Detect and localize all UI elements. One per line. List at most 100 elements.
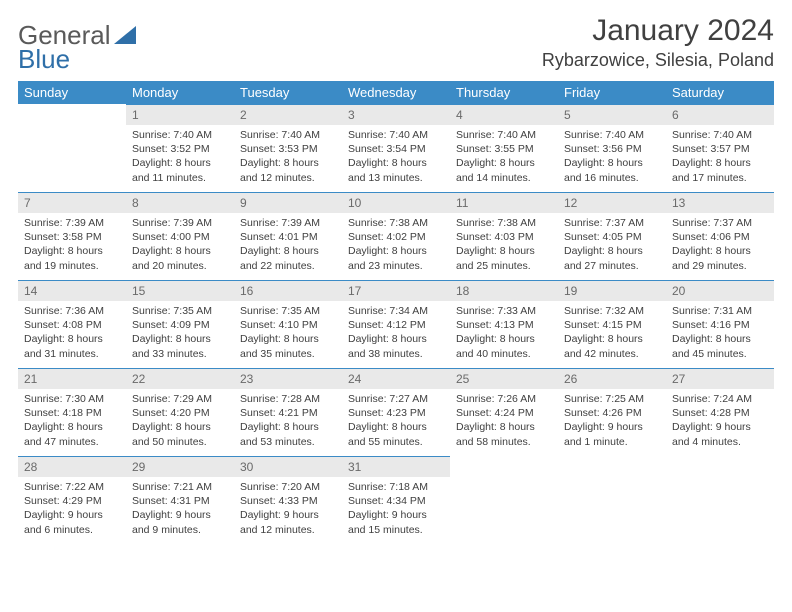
- calendar-day-cell: 29Sunrise: 7:21 AMSunset: 4:31 PMDayligh…: [126, 456, 234, 544]
- calendar-day-cell: 24Sunrise: 7:27 AMSunset: 4:23 PMDayligh…: [342, 368, 450, 456]
- weekday-header: Thursday: [450, 81, 558, 104]
- day-details: Sunrise: 7:40 AMSunset: 3:56 PMDaylight:…: [558, 125, 666, 191]
- calendar-day-cell: 19Sunrise: 7:32 AMSunset: 4:15 PMDayligh…: [558, 280, 666, 368]
- day-details: Sunrise: 7:24 AMSunset: 4:28 PMDaylight:…: [666, 389, 774, 455]
- day-number: 6: [666, 104, 774, 125]
- calendar-day-cell: 20Sunrise: 7:31 AMSunset: 4:16 PMDayligh…: [666, 280, 774, 368]
- day-number: 20: [666, 280, 774, 301]
- weekday-header: Monday: [126, 81, 234, 104]
- day-details: Sunrise: 7:40 AMSunset: 3:52 PMDaylight:…: [126, 125, 234, 191]
- day-details: Sunrise: 7:37 AMSunset: 4:06 PMDaylight:…: [666, 213, 774, 279]
- day-number: 14: [18, 280, 126, 301]
- day-number: 2: [234, 104, 342, 125]
- day-details: Sunrise: 7:40 AMSunset: 3:53 PMDaylight:…: [234, 125, 342, 191]
- calendar-day-cell: 9Sunrise: 7:39 AMSunset: 4:01 PMDaylight…: [234, 192, 342, 280]
- day-details: Sunrise: 7:21 AMSunset: 4:31 PMDaylight:…: [126, 477, 234, 543]
- day-number: 3: [342, 104, 450, 125]
- day-details: Sunrise: 7:39 AMSunset: 4:00 PMDaylight:…: [126, 213, 234, 279]
- calendar-day-cell: 31Sunrise: 7:18 AMSunset: 4:34 PMDayligh…: [342, 456, 450, 544]
- day-details: Sunrise: 7:40 AMSunset: 3:54 PMDaylight:…: [342, 125, 450, 191]
- day-details: Sunrise: 7:26 AMSunset: 4:24 PMDaylight:…: [450, 389, 558, 455]
- day-details: Sunrise: 7:18 AMSunset: 4:34 PMDaylight:…: [342, 477, 450, 543]
- calendar-week-row: 7Sunrise: 7:39 AMSunset: 3:58 PMDaylight…: [18, 192, 774, 280]
- calendar-day-cell: [450, 456, 558, 544]
- calendar-day-cell: 16Sunrise: 7:35 AMSunset: 4:10 PMDayligh…: [234, 280, 342, 368]
- calendar-day-cell: 26Sunrise: 7:25 AMSunset: 4:26 PMDayligh…: [558, 368, 666, 456]
- day-details: Sunrise: 7:39 AMSunset: 3:58 PMDaylight:…: [18, 213, 126, 279]
- calendar-day-cell: 18Sunrise: 7:33 AMSunset: 4:13 PMDayligh…: [450, 280, 558, 368]
- day-details: Sunrise: 7:38 AMSunset: 4:03 PMDaylight:…: [450, 213, 558, 279]
- calendar-day-cell: 7Sunrise: 7:39 AMSunset: 3:58 PMDaylight…: [18, 192, 126, 280]
- day-details: Sunrise: 7:34 AMSunset: 4:12 PMDaylight:…: [342, 301, 450, 367]
- day-details: Sunrise: 7:35 AMSunset: 4:09 PMDaylight:…: [126, 301, 234, 367]
- day-number: 4: [450, 104, 558, 125]
- calendar-day-cell: 3Sunrise: 7:40 AMSunset: 3:54 PMDaylight…: [342, 104, 450, 192]
- weekday-header: Friday: [558, 81, 666, 104]
- weekday-header: Tuesday: [234, 81, 342, 104]
- calendar-day-cell: 17Sunrise: 7:34 AMSunset: 4:12 PMDayligh…: [342, 280, 450, 368]
- calendar-day-cell: 14Sunrise: 7:36 AMSunset: 4:08 PMDayligh…: [18, 280, 126, 368]
- calendar-day-cell: 6Sunrise: 7:40 AMSunset: 3:57 PMDaylight…: [666, 104, 774, 192]
- day-details: Sunrise: 7:33 AMSunset: 4:13 PMDaylight:…: [450, 301, 558, 367]
- calendar-week-row: 28Sunrise: 7:22 AMSunset: 4:29 PMDayligh…: [18, 456, 774, 544]
- calendar-day-cell: 2Sunrise: 7:40 AMSunset: 3:53 PMDaylight…: [234, 104, 342, 192]
- day-number: 9: [234, 192, 342, 213]
- day-details: Sunrise: 7:29 AMSunset: 4:20 PMDaylight:…: [126, 389, 234, 455]
- day-number: 15: [126, 280, 234, 301]
- weekday-header: Wednesday: [342, 81, 450, 104]
- day-details: Sunrise: 7:38 AMSunset: 4:02 PMDaylight:…: [342, 213, 450, 279]
- day-number: 30: [234, 456, 342, 477]
- day-number: 31: [342, 456, 450, 477]
- calendar-day-cell: 23Sunrise: 7:28 AMSunset: 4:21 PMDayligh…: [234, 368, 342, 456]
- day-number: 1: [126, 104, 234, 125]
- day-number: 19: [558, 280, 666, 301]
- day-details: Sunrise: 7:30 AMSunset: 4:18 PMDaylight:…: [18, 389, 126, 455]
- day-number: 22: [126, 368, 234, 389]
- day-details: Sunrise: 7:40 AMSunset: 3:57 PMDaylight:…: [666, 125, 774, 191]
- day-details: Sunrise: 7:37 AMSunset: 4:05 PMDaylight:…: [558, 213, 666, 279]
- day-details: Sunrise: 7:35 AMSunset: 4:10 PMDaylight:…: [234, 301, 342, 367]
- day-number: 28: [18, 456, 126, 477]
- day-number: 10: [342, 192, 450, 213]
- calendar-day-cell: [558, 456, 666, 544]
- day-number: 24: [342, 368, 450, 389]
- calendar-week-row: 1Sunrise: 7:40 AMSunset: 3:52 PMDaylight…: [18, 104, 774, 192]
- calendar-week-row: 21Sunrise: 7:30 AMSunset: 4:18 PMDayligh…: [18, 368, 774, 456]
- calendar-day-cell: [666, 456, 774, 544]
- day-number: 18: [450, 280, 558, 301]
- calendar-day-cell: 15Sunrise: 7:35 AMSunset: 4:09 PMDayligh…: [126, 280, 234, 368]
- day-number: 16: [234, 280, 342, 301]
- location: Rybarzowice, Silesia, Poland: [542, 50, 774, 71]
- day-number: 13: [666, 192, 774, 213]
- title-block: January 2024 Rybarzowice, Silesia, Polan…: [542, 14, 774, 71]
- day-details: Sunrise: 7:27 AMSunset: 4:23 PMDaylight:…: [342, 389, 450, 455]
- day-number: 17: [342, 280, 450, 301]
- calendar-day-cell: 25Sunrise: 7:26 AMSunset: 4:24 PMDayligh…: [450, 368, 558, 456]
- day-number: 8: [126, 192, 234, 213]
- day-number: 29: [126, 456, 234, 477]
- calendar-day-cell: 12Sunrise: 7:37 AMSunset: 4:05 PMDayligh…: [558, 192, 666, 280]
- calendar-day-cell: 8Sunrise: 7:39 AMSunset: 4:00 PMDaylight…: [126, 192, 234, 280]
- day-details: Sunrise: 7:36 AMSunset: 4:08 PMDaylight:…: [18, 301, 126, 367]
- weekday-header-row: SundayMondayTuesdayWednesdayThursdayFrid…: [18, 81, 774, 104]
- day-number: 25: [450, 368, 558, 389]
- calendar-day-cell: 5Sunrise: 7:40 AMSunset: 3:56 PMDaylight…: [558, 104, 666, 192]
- brand-triangle-icon: [114, 20, 136, 51]
- day-number: 26: [558, 368, 666, 389]
- calendar-day-cell: 27Sunrise: 7:24 AMSunset: 4:28 PMDayligh…: [666, 368, 774, 456]
- day-details: Sunrise: 7:25 AMSunset: 4:26 PMDaylight:…: [558, 389, 666, 455]
- calendar-day-cell: [18, 104, 126, 192]
- month-title: January 2024: [542, 14, 774, 48]
- day-details: Sunrise: 7:20 AMSunset: 4:33 PMDaylight:…: [234, 477, 342, 543]
- day-details: Sunrise: 7:32 AMSunset: 4:15 PMDaylight:…: [558, 301, 666, 367]
- header: General January 2024 Rybarzowice, Silesi…: [18, 14, 774, 71]
- day-details: Sunrise: 7:31 AMSunset: 4:16 PMDaylight:…: [666, 301, 774, 367]
- day-details: Sunrise: 7:39 AMSunset: 4:01 PMDaylight:…: [234, 213, 342, 279]
- calendar-day-cell: 21Sunrise: 7:30 AMSunset: 4:18 PMDayligh…: [18, 368, 126, 456]
- weekday-header: Saturday: [666, 81, 774, 104]
- calendar-day-cell: 10Sunrise: 7:38 AMSunset: 4:02 PMDayligh…: [342, 192, 450, 280]
- calendar-body: 1Sunrise: 7:40 AMSunset: 3:52 PMDaylight…: [18, 104, 774, 544]
- day-number: 11: [450, 192, 558, 213]
- calendar-day-cell: 30Sunrise: 7:20 AMSunset: 4:33 PMDayligh…: [234, 456, 342, 544]
- calendar-week-row: 14Sunrise: 7:36 AMSunset: 4:08 PMDayligh…: [18, 280, 774, 368]
